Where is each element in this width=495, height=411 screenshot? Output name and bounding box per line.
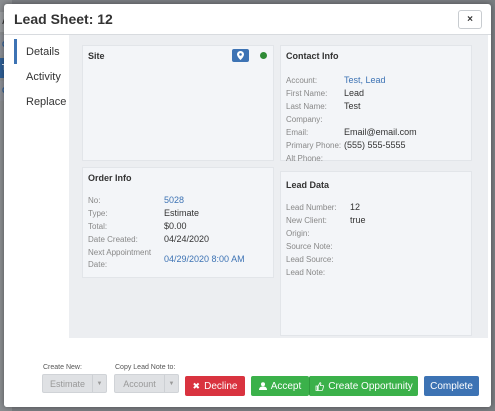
last-name-label: Last Name: [286,102,327,111]
lead-number-value: 12 [350,202,361,212]
next-appointment-label-2: Date: [88,260,108,269]
x-icon: ✖ [192,380,201,391]
tab-replace[interactable]: Replace [26,95,67,108]
lead-title: Lead Data [286,180,330,190]
next-appointment-link[interactable]: 04/29/2020 8:00 AM [164,254,245,264]
create-new-value: Estimate [49,378,85,389]
user-icon [258,382,267,390]
create-opportunity-label: Create Opportunity [328,380,413,392]
primary-phone-value: (555) 555-5555 [344,140,406,150]
modal-footer: Create New: Estimate ▼ Copy Lead Note to… [4,338,491,407]
copy-lead-note-select[interactable]: Account ▼ [114,374,179,393]
order-total-value: $0.00 [164,221,187,231]
first-name-value: Lead [344,88,365,98]
order-total-label: Total: [88,222,108,231]
order-info-panel: Order Info No: 5028 Type: Estimate Total… [82,167,274,278]
order-title: Order Info [88,173,132,183]
map-pin-button[interactable] [232,49,249,62]
order-type-value: Estimate [164,208,200,218]
next-appointment-label: Next Appointment [88,248,152,257]
create-new-label: Create New: [43,364,82,371]
company-label: Company: [286,115,323,124]
map-pin-icon [237,51,244,60]
new-client-value: true [350,215,366,225]
order-type-label: Type: [88,209,108,218]
create-opportunity-button[interactable]: Create Opportunity [309,376,418,396]
lead-data-panel: Lead Data Lead Number: 12 New Client: tr… [280,171,472,336]
lead-sheet-modal: Lead Sheet: 12 × Details Activity Replac… [4,4,491,407]
accept-label: Accept [270,380,302,392]
lead-note-label: Lead Note: [286,268,326,277]
create-new-select[interactable]: Estimate ▼ [42,374,107,393]
side-tabs: Details Activity Replace [14,35,69,338]
modal-body: Details Activity Replace Site Contact In… [14,35,488,338]
caret-down-icon: ▼ [164,375,178,392]
lead-number-label: Lead Number: [286,203,337,212]
account-link[interactable]: Test, Lead [344,75,386,85]
origin-label: Origin: [286,229,310,238]
lead-source-label: Lead Source: [286,255,334,264]
first-name-label: First Name: [286,89,328,98]
copy-lead-note-value: Account [123,378,156,389]
close-button[interactable]: × [458,10,482,29]
contact-info-panel: Contact Info Account: Test, Lead First N… [280,45,472,163]
alt-phone-label: Alt Phone: [286,154,323,163]
site-title: Site [88,51,105,61]
account-label: Account: [286,76,318,85]
date-created-label: Date Created: [88,235,138,244]
order-no-link[interactable]: 5028 [164,195,185,205]
caret-down-icon: ▼ [92,375,106,392]
complete-label: Complete [430,380,473,392]
decline-button[interactable]: ✖ Decline [185,376,245,396]
tab-activity[interactable]: Activity [26,70,61,83]
modal-title: Lead Sheet: 12 [14,11,113,27]
site-panel: Site [82,45,274,161]
copy-lead-note-label: Copy Lead Note to: [115,364,176,371]
complete-button[interactable]: Complete [424,376,479,396]
modal-header: Lead Sheet: 12 [4,4,491,35]
thumbs-up-icon [315,381,325,391]
close-icon: × [467,14,473,25]
accept-button[interactable]: Accept [251,376,309,396]
last-name-value: Test [344,101,361,111]
contact-title: Contact Info [286,51,339,61]
email-label: Email: [286,128,309,137]
tab-details[interactable]: Details [14,39,69,64]
new-client-label: New Client: [286,216,327,225]
primary-phone-label: Primary Phone: [286,141,342,150]
email-value: Email@email.com [344,127,417,137]
status-indicator [260,52,267,59]
date-created-value: 04/24/2020 [164,234,210,244]
decline-label: Decline [204,380,238,392]
source-note-label: Source Note: [286,242,333,251]
order-no-label: No: [88,196,101,205]
